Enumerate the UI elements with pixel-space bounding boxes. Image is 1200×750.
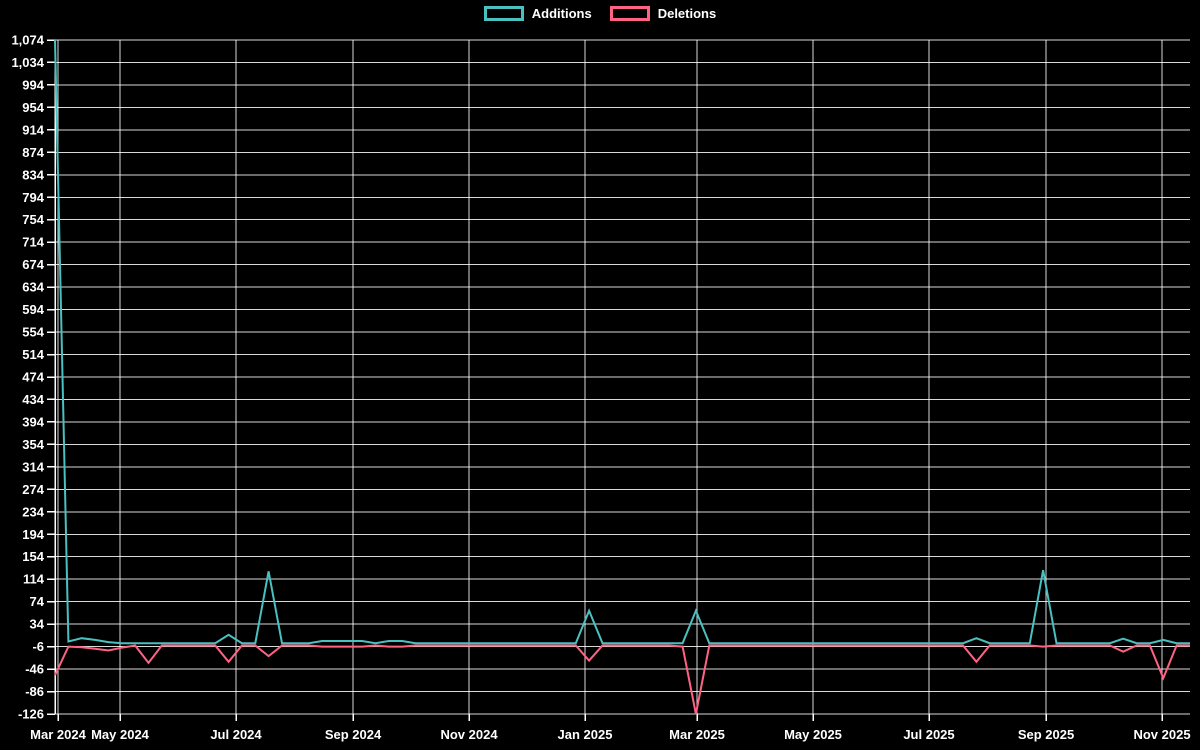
x-tick-label: Jul 2025 xyxy=(903,727,954,742)
y-tick-label: 194 xyxy=(22,527,44,542)
x-tick-label: Nov 2024 xyxy=(440,727,498,742)
y-tick-label: 1,034 xyxy=(11,55,44,70)
deletions-line xyxy=(54,644,1190,715)
x-tick-label: Jan 2025 xyxy=(558,727,613,742)
y-tick-label: 914 xyxy=(22,122,44,137)
y-tick-label: 834 xyxy=(22,167,44,182)
legend-label-deletions: Deletions xyxy=(657,6,717,21)
legend-item-deletions[interactable]: Deletions xyxy=(609,6,717,21)
y-tick-label: 394 xyxy=(22,414,44,429)
y-tick-label: 274 xyxy=(22,482,44,497)
y-tick-label: 954 xyxy=(22,100,44,115)
y-tick-label: 514 xyxy=(22,347,44,362)
y-tick-label: -46 xyxy=(25,662,44,677)
additions-swatch-icon xyxy=(483,6,524,21)
y-tick-label: 1,074 xyxy=(11,33,44,48)
y-tick-label: 434 xyxy=(22,392,44,407)
y-tick-label: 674 xyxy=(22,257,44,272)
deletions-swatch-icon xyxy=(609,6,650,21)
y-tick-label: 354 xyxy=(22,437,44,452)
x-tick-label: Sep 2025 xyxy=(1018,727,1074,742)
x-tick-label: Nov 2025 xyxy=(1133,727,1190,742)
x-tick-label: Mar 2024 xyxy=(30,727,86,742)
x-tick-label: Mar 2025 xyxy=(669,727,725,742)
y-tick-label: 874 xyxy=(22,145,44,160)
y-tick-label: 714 xyxy=(22,235,44,250)
y-tick-label: 634 xyxy=(22,280,44,295)
y-tick-label: -86 xyxy=(25,684,44,699)
x-tick-label: May 2024 xyxy=(91,727,150,742)
y-tick-label: 114 xyxy=(23,572,45,587)
y-tick-label: 754 xyxy=(22,212,44,227)
x-tick-label: Jul 2024 xyxy=(210,727,262,742)
y-tick-label: 234 xyxy=(22,504,44,519)
legend-item-additions[interactable]: Additions xyxy=(483,6,592,21)
legend-label-additions: Additions xyxy=(531,6,592,21)
y-tick-label: 794 xyxy=(22,190,44,205)
y-tick-label: -6 xyxy=(32,639,44,654)
y-tick-label: 474 xyxy=(22,370,44,385)
x-tick-label: Sep 2024 xyxy=(325,727,382,742)
y-tick-label: 34 xyxy=(30,617,45,632)
y-tick-label: -126 xyxy=(18,707,44,722)
y-tick-label: 554 xyxy=(22,325,44,340)
additions-line xyxy=(54,39,1190,645)
chart-legend: Additions Deletions xyxy=(0,6,1200,21)
y-tick-label: 154 xyxy=(22,549,44,564)
x-tick-label: May 2025 xyxy=(784,727,842,742)
y-tick-label: 994 xyxy=(22,77,44,92)
y-tick-label: 594 xyxy=(22,302,44,317)
y-tick-label: 314 xyxy=(22,459,44,474)
y-tick-label: 74 xyxy=(30,594,45,609)
